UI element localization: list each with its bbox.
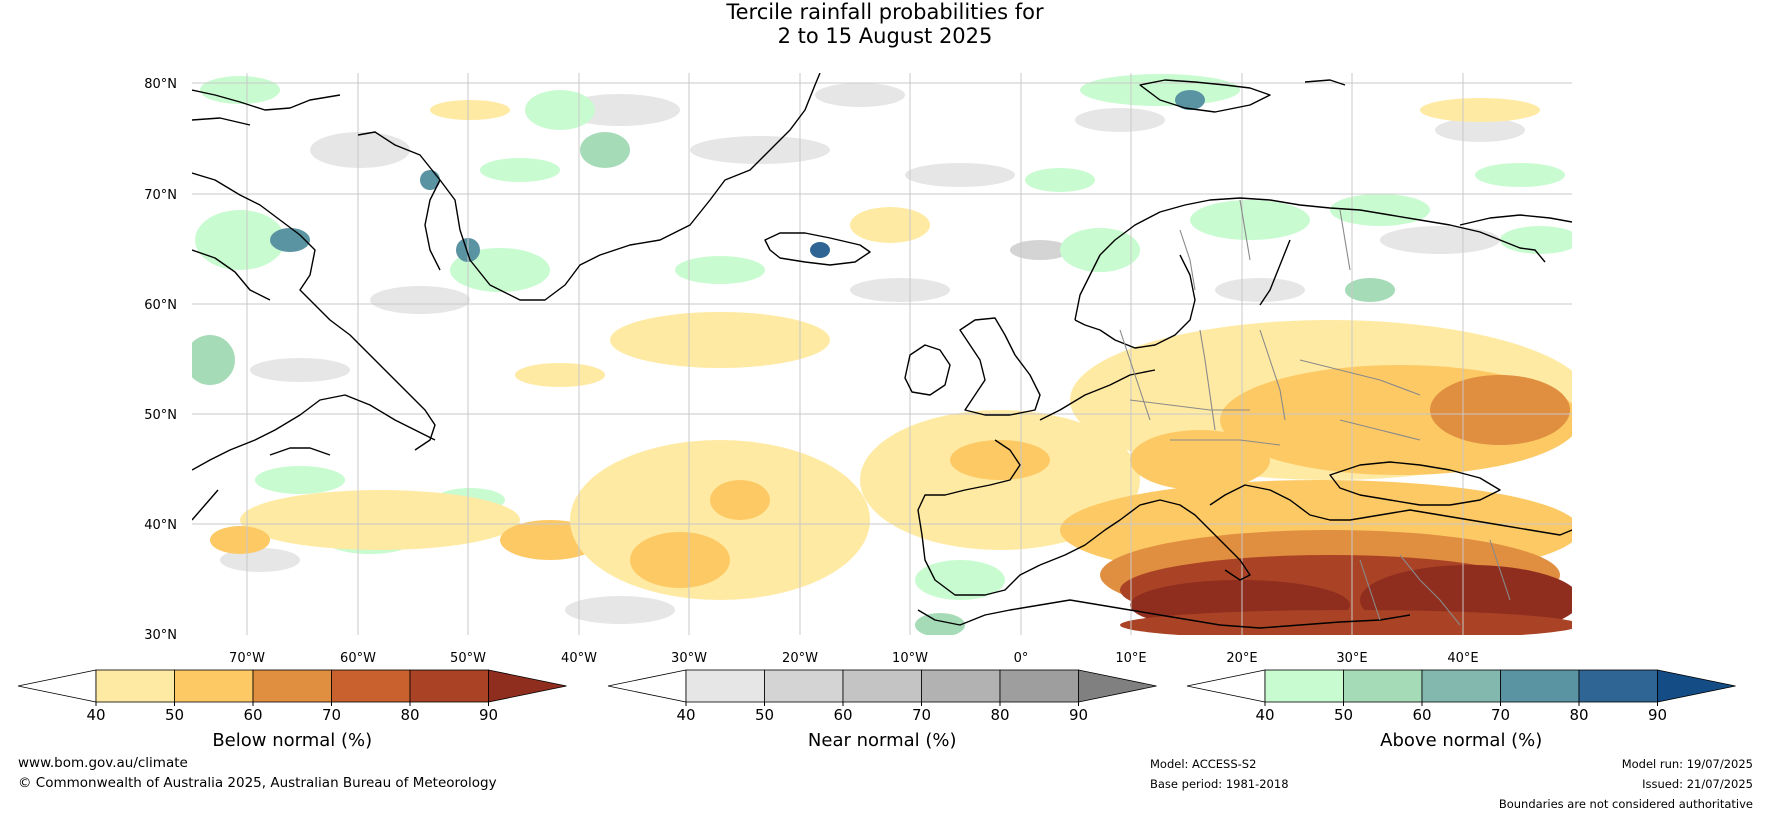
colorbar-tick-label: 60 — [243, 706, 262, 724]
latitude-labels: 80°N 70°N 60°N 50°N 40°N 30°N — [144, 77, 177, 643]
colorbar-tick-label: 40 — [86, 706, 105, 724]
lat-label: 30°N — [144, 628, 177, 643]
coastlines — [192, 73, 1572, 629]
lon-label: 30°E — [1336, 651, 1367, 666]
colorbar-segment — [95, 669, 175, 703]
canada-north-coast — [192, 172, 436, 451]
lon-label: 10°W — [892, 651, 928, 666]
longitude-labels: 70°W 60°W 50°W 40°W 30°W 20°W 10°W 0° 10… — [229, 651, 1479, 666]
africa-north-coast — [917, 599, 1411, 629]
colorbar-above-normal: 40 50 60 70 80 90 Above normal (%) — [1186, 669, 1736, 751]
lon-label: 50°W — [450, 651, 486, 666]
ireland-coast — [904, 344, 951, 396]
title-line-1: Tercile rainfall probabilities for — [726, 0, 1044, 24]
colorbar-tick-label: 70 — [1491, 706, 1510, 724]
lat-label: 50°N — [144, 408, 177, 423]
lon-label: 0° — [1014, 651, 1029, 666]
colorbar-below-normal: 40 50 60 70 80 90 Below normal (%) — [17, 669, 567, 751]
colorbar-tick-label: 80 — [1569, 706, 1588, 724]
colorbar-tick-label: 70 — [912, 706, 931, 724]
colorbar-min-extension — [1186, 669, 1266, 703]
canada-labrador-coast — [192, 249, 271, 301]
colorbar-tick-label: 80 — [400, 706, 419, 724]
colorbar-tick-label: 80 — [990, 706, 1009, 724]
colorbar-tick-label: 90 — [479, 706, 498, 724]
colorbar-max-extension — [1078, 669, 1157, 703]
map-gridlines — [192, 73, 1572, 635]
colorbar-tick-label: 50 — [165, 706, 184, 724]
colorbar-segment — [174, 669, 254, 703]
map-title: Tercile rainfall probabilities for 2 to … — [0, 0, 1770, 48]
colorbars: 40 50 60 70 80 90 Below normal (%) 40 50 60 70 80 9… — [17, 669, 1736, 751]
north-america-east-coast — [192, 394, 436, 521]
lon-label: 30°W — [671, 651, 707, 666]
footer-model-run: Model run: 19/07/2025 — [1621, 757, 1753, 771]
footer-issued: Issued: 21/07/2025 — [1642, 777, 1753, 791]
colorbar-segment — [999, 669, 1079, 703]
colorbar-title: Above normal (%) — [1380, 730, 1542, 751]
colorbar-segment — [1421, 669, 1501, 703]
colorbar-segment — [685, 669, 765, 703]
svalbard-coast — [1139, 79, 1346, 113]
colorbar-near-normal: 40 50 60 70 80 90 Near normal (%) — [607, 669, 1157, 751]
colorbar-tick-label: 70 — [322, 706, 341, 724]
footer-copyright: © Commonwealth of Australia 2025, Austra… — [18, 775, 497, 791]
lat-label: 80°N — [144, 77, 177, 92]
lat-label: 70°N — [144, 188, 177, 203]
lon-label: 20°W — [782, 651, 818, 666]
colorbar-tick-label: 40 — [676, 706, 695, 724]
colorbar-segment — [1578, 669, 1658, 703]
footer-disclaimer: Boundaries are not considered authoritat… — [1498, 797, 1753, 811]
colorbar-min-extension — [17, 669, 97, 703]
colorbar-segment — [1264, 669, 1344, 703]
lon-label: 20°E — [1226, 651, 1257, 666]
colorbar-segment — [921, 669, 1001, 703]
colorbar-min-extension — [607, 669, 687, 703]
mediterranean-north-coast — [1039, 484, 1572, 581]
colorbar-segment — [1343, 669, 1423, 703]
colorbar-tick-label: 90 — [1648, 706, 1667, 724]
below-normal-shading — [210, 98, 1572, 635]
footer-model: Model: ACCESS-S2 — [1150, 757, 1257, 771]
lon-label: 40°W — [561, 651, 597, 666]
colorbar-title: Below normal (%) — [212, 730, 372, 751]
greenland-west-coast — [424, 179, 441, 271]
iceland-coast — [764, 232, 871, 266]
baffin-coast — [192, 89, 341, 126]
lon-label: 10°E — [1115, 651, 1146, 666]
footer-base-period: Base period: 1981-2018 — [1150, 777, 1289, 791]
lon-label: 40°E — [1447, 651, 1478, 666]
colorbar-title: Near normal (%) — [808, 730, 957, 751]
colorbar-segment — [252, 669, 332, 703]
country-borders — [1119, 199, 1511, 626]
colorbar-tick-label: 50 — [755, 706, 774, 724]
lon-label: 70°W — [229, 651, 265, 666]
map-area — [192, 73, 1572, 635]
scandinavia-coast — [1074, 197, 1546, 349]
colorbar-max-extension — [1657, 669, 1736, 703]
title-line-2: 2 to 15 August 2025 — [777, 24, 993, 48]
lon-label: 60°W — [340, 651, 376, 666]
colorbar-segment — [331, 669, 411, 703]
lat-label: 60°N — [144, 298, 177, 313]
colorbar-tick-label: 60 — [1412, 706, 1431, 724]
russia-arctic-coast — [1459, 214, 1572, 226]
britain-coast — [959, 317, 1041, 416]
footer-website: www.bom.gov.au/climate — [18, 755, 188, 771]
colorbar-tick-label: 50 — [1334, 706, 1353, 724]
colorbar-tick-label: 60 — [833, 706, 852, 724]
border-lines — [1119, 199, 1511, 626]
colorbar-segment — [409, 669, 489, 703]
colorbar-segment — [842, 669, 922, 703]
colorbar-segment — [764, 669, 844, 703]
lat-label: 40°N — [144, 518, 177, 533]
black-sea-coast — [1329, 461, 1501, 506]
colorbar-tick-label: 90 — [1069, 706, 1088, 724]
colorbar-segment — [1500, 669, 1580, 703]
colorbar-tick-label: 40 — [1255, 706, 1274, 724]
probability-shading — [192, 74, 1572, 635]
colorbar-max-extension — [488, 669, 567, 703]
